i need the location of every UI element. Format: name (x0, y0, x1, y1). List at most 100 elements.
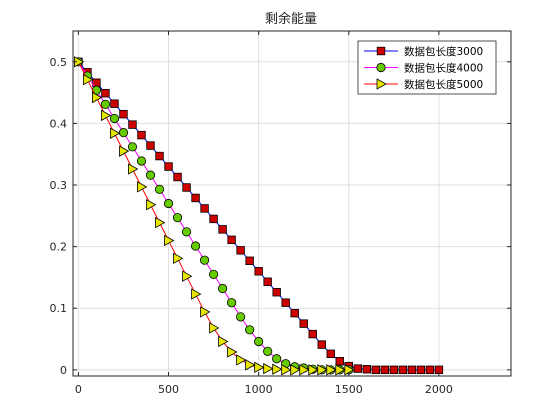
data-point (145, 170, 156, 180)
data-point (407, 365, 417, 375)
legend-item: 数据包长度3000 (364, 45, 483, 58)
data-point (163, 198, 174, 209)
data-point (263, 362, 274, 375)
y-tick-label: 0.4 (50, 117, 68, 130)
data-point (173, 172, 182, 182)
data-point (100, 99, 111, 109)
data-point (236, 354, 247, 366)
data-point (218, 225, 227, 234)
data-point (263, 346, 273, 356)
data-point (128, 163, 139, 175)
data-point (172, 213, 183, 223)
data-point (110, 127, 121, 139)
data-point (290, 308, 299, 318)
data-point (254, 361, 265, 374)
data-point (299, 319, 308, 328)
data-point (425, 365, 435, 375)
data-point (335, 364, 346, 376)
legend-marker (376, 78, 387, 90)
data-point (389, 365, 399, 375)
axes-box (72, 30, 512, 377)
y-tick-label: 0 (60, 364, 67, 377)
data-point (290, 364, 301, 376)
data-point (92, 91, 103, 104)
data-point (146, 141, 155, 150)
data-point (200, 306, 211, 318)
data-point (146, 199, 157, 211)
y-tick-label: 0.2 (50, 241, 68, 254)
data-point (227, 298, 237, 308)
data-point (272, 363, 283, 375)
data-point (155, 216, 166, 229)
data-point (191, 193, 200, 203)
data-point (362, 365, 372, 374)
data-point (227, 346, 238, 358)
data-point (317, 364, 328, 376)
data-point (208, 269, 219, 279)
data-point (209, 322, 220, 334)
legend-label: 数据包长度5000 (404, 78, 483, 91)
x-tick-label: 2000 (425, 383, 453, 396)
data-point (181, 227, 192, 237)
data-point (83, 73, 94, 86)
data-point (245, 256, 254, 265)
data-point (155, 151, 164, 161)
x-tick-label: 0 (75, 383, 82, 396)
data-point (119, 109, 128, 119)
data-point (254, 267, 263, 276)
data-point (199, 255, 210, 265)
x-tick-label: 1500 (335, 383, 363, 396)
legend-label: 数据包长度4000 (404, 62, 483, 75)
series-3 (74, 56, 355, 376)
data-point (263, 277, 272, 286)
chart-title: 剩余能量 (265, 11, 317, 27)
data-point (317, 340, 326, 349)
x-tick-label: 1000 (245, 383, 273, 396)
data-point (371, 365, 381, 375)
data-point (200, 204, 209, 213)
data-point (218, 335, 229, 348)
data-point (308, 364, 319, 376)
data-point (109, 113, 120, 124)
data-point (218, 283, 228, 294)
data-point (164, 162, 173, 171)
data-point (380, 365, 390, 375)
legend-marker (376, 46, 386, 56)
legend-item: 数据包长度5000 (364, 78, 483, 91)
data-point (308, 329, 317, 339)
data-point (101, 109, 112, 122)
data-point (353, 364, 362, 373)
y-tick-label: 0.5 (50, 56, 68, 69)
data-point (136, 156, 147, 166)
data-point (127, 142, 138, 152)
data-point (227, 235, 236, 245)
y-tick-label: 0.3 (50, 179, 68, 192)
data-point (110, 99, 119, 108)
data-point (245, 359, 256, 371)
data-point (326, 364, 337, 376)
data-point (119, 145, 130, 157)
data-point (326, 349, 335, 359)
y-tick-label: 0.1 (50, 302, 68, 315)
plot-series (73, 56, 444, 376)
data-point (272, 288, 281, 297)
data-point (118, 128, 129, 138)
data-point (101, 89, 110, 98)
data-point (164, 234, 175, 247)
data-point (191, 288, 202, 300)
data-point (173, 252, 184, 265)
data-point (236, 246, 245, 255)
legend-item: 数据包长度4000 (364, 62, 483, 75)
data-point (281, 364, 292, 376)
data-point (416, 365, 426, 375)
data-point (182, 270, 193, 282)
data-point (128, 120, 137, 129)
data-point (398, 365, 408, 375)
legend-marker (376, 62, 386, 73)
legend-label: 数据包长度3000 (404, 45, 483, 58)
data-point (281, 298, 290, 307)
data-point (209, 214, 218, 224)
legend: 数据包长度3000 数据包长度4000 数据包长度5000 (357, 40, 497, 95)
data-point (299, 364, 310, 376)
